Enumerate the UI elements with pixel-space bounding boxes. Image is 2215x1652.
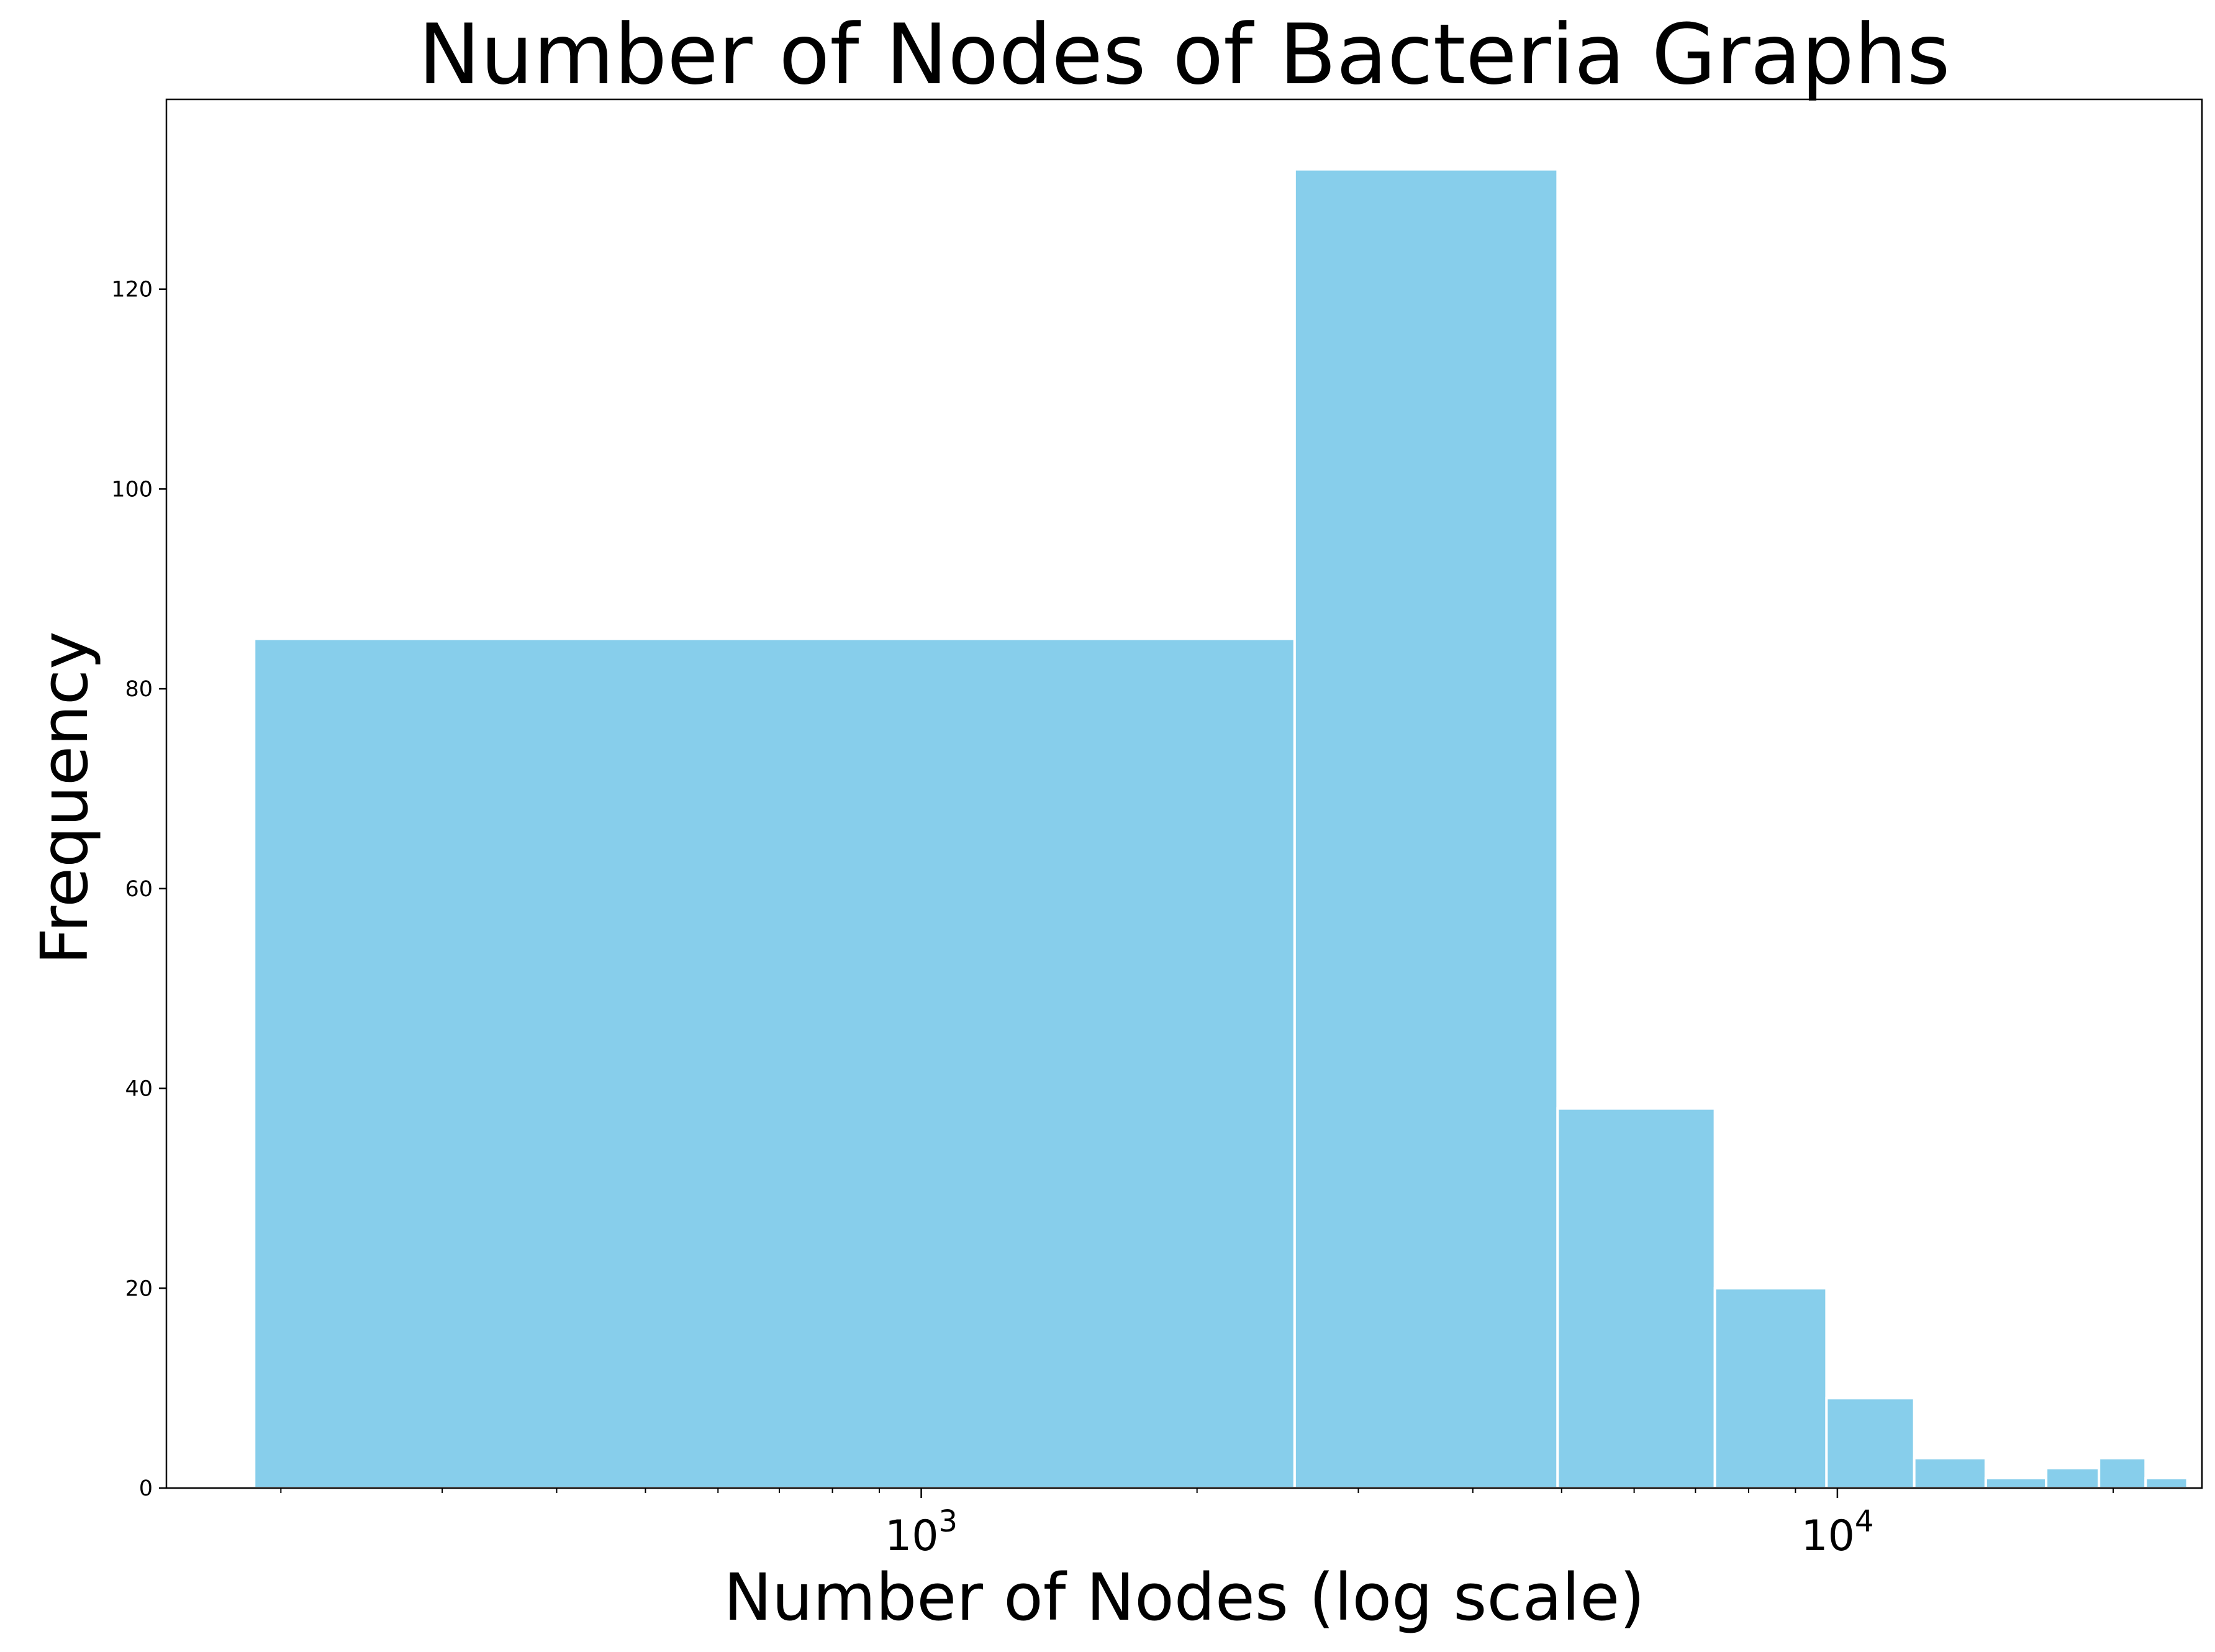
histogram-bar-2	[1556, 1107, 1716, 1490]
y-tick-label: 20	[125, 1276, 153, 1301]
plot-frame	[165, 98, 2203, 1489]
y-tick-label: 40	[125, 1077, 153, 1102]
histogram-bar-5	[1913, 1456, 1987, 1489]
y-axis-ticks: 0 20 40 60 80 100 120	[111, 278, 166, 1501]
x-tick-label-exponent: 4	[1855, 1504, 1874, 1539]
chart-title: Number of Nodes of Bacteria Graphs	[418, 6, 1950, 103]
y-tick-label: 60	[125, 877, 153, 902]
bars-layer	[253, 168, 2189, 1490]
histogram-bar-9	[2144, 1476, 2189, 1489]
x-tick-label-base: 10	[1801, 1512, 1855, 1561]
y-tick-label: 0	[139, 1476, 153, 1501]
histogram-bar-7	[2045, 1466, 2101, 1490]
x-axis-ticks: 103 104	[280, 1488, 2114, 1561]
histogram-bar-3	[1713, 1287, 1828, 1490]
histogram-bar-1	[1293, 168, 1559, 1490]
y-tick-label: 80	[125, 677, 153, 702]
x-tick-label-base: 10	[885, 1512, 939, 1561]
x-tick-label: 104	[1801, 1504, 1873, 1561]
histogram-bar-6	[1984, 1476, 2048, 1489]
histogram-bar-0	[253, 637, 1296, 1489]
x-tick-label-exponent: 3	[939, 1504, 958, 1539]
x-axis-label: Number of Nodes (log scale)	[723, 1559, 1645, 1635]
y-tick-label: 100	[111, 477, 153, 502]
x-tick-label: 103	[885, 1504, 958, 1561]
y-tick-label: 120	[111, 278, 153, 302]
histogram-bar-4	[1825, 1397, 1916, 1489]
y-axis-label: Frequency	[27, 631, 102, 964]
histogram-bar-8	[2098, 1456, 2147, 1489]
